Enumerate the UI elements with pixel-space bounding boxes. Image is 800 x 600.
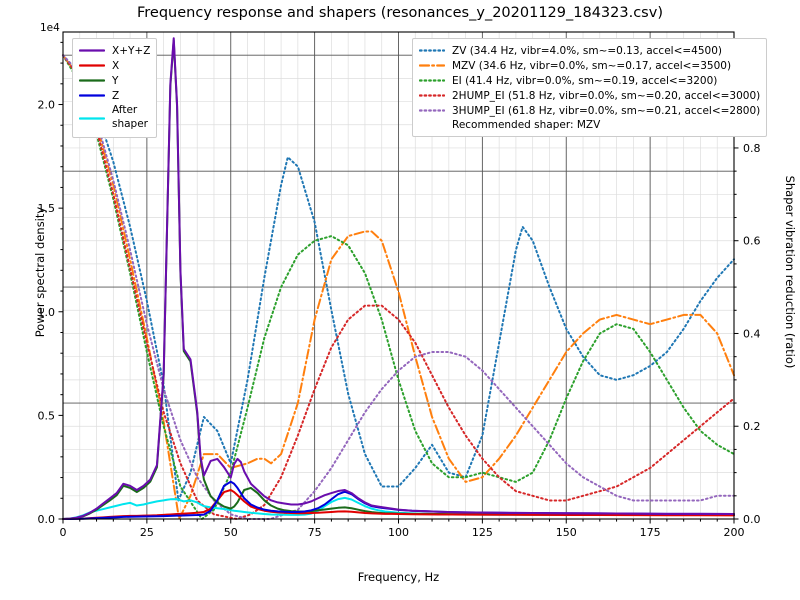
legend-swatch-line-icon bbox=[419, 90, 445, 101]
shaper-curve-ei bbox=[62, 54, 735, 520]
x-axis-label: Frequency, Hz bbox=[357, 570, 440, 584]
legend-item-label: Y bbox=[112, 74, 119, 87]
shaper-curve-3hump_ei bbox=[62, 54, 735, 520]
legend-item-label: 3HUMP_EI (61.8 Hz, vibr=0.0%, sm~=0.21, … bbox=[452, 104, 761, 117]
tick-label-x: 100 bbox=[388, 526, 409, 539]
tick-label-y-right: 0.2 bbox=[743, 420, 761, 433]
legend-swatch-line-icon bbox=[79, 60, 105, 71]
tick-label-x: 175 bbox=[640, 526, 661, 539]
y-axis-exponent-label: 1e4 bbox=[40, 22, 60, 34]
tick-label-y-left: 0.0 bbox=[38, 513, 56, 526]
legend-swatch-line-icon bbox=[79, 90, 105, 101]
legend-item-label: X bbox=[112, 59, 120, 72]
tick-label-y-right: 0.0 bbox=[743, 513, 761, 526]
legend-item-label: 2HUMP_EI (51.8 Hz, vibr=0.0%, sm~=0.20, … bbox=[452, 89, 761, 102]
legend-swatch-line-icon bbox=[79, 113, 105, 124]
tick-label-y-right: 0.8 bbox=[743, 142, 761, 155]
tick-label-y-right: 0.4 bbox=[743, 327, 761, 340]
y-axis-left-label: Power spectral density bbox=[33, 206, 47, 338]
recommended-shaper-note: Recommended shaper: MZV bbox=[452, 119, 601, 131]
legend-item-label: After shaper bbox=[112, 104, 149, 130]
y-axis-right-label: Shaper vibration reduction (ratio) bbox=[783, 175, 797, 369]
legend-psd: X+Y+Z X Y Z After shaper bbox=[72, 38, 158, 138]
legend-swatch-line-icon bbox=[419, 105, 445, 116]
shaper-curve-zv bbox=[62, 54, 735, 502]
legend-item-3hump_ei: 3HUMP_EI (61.8 Hz, vibr=0.0%, sm~=0.21, … bbox=[419, 103, 760, 118]
psd-curve-x-y-z bbox=[62, 37, 735, 520]
legend-item-label: X+Y+Z bbox=[112, 44, 151, 57]
legend-item-mzv: MZV (34.6 Hz, vibr=0.0%, sm~=0.17, accel… bbox=[419, 58, 760, 73]
tick-label-x: 125 bbox=[472, 526, 493, 539]
legend-item-x: X bbox=[79, 58, 150, 73]
tick-label-x: 75 bbox=[308, 526, 322, 539]
legend-item-z: Z bbox=[79, 88, 150, 103]
tick-label-y-left: 0.5 bbox=[38, 409, 56, 422]
legend-item-x-y-z: X+Y+Z bbox=[79, 43, 150, 58]
tick-label-x: 50 bbox=[224, 526, 238, 539]
axis-ticks: 0 25 50 75 100 125 150 175 2000.00.51.01.52.00.0… bbox=[38, 41, 761, 539]
tick-label-y-left: 1.5 bbox=[38, 202, 56, 215]
legend-swatch-line-icon bbox=[79, 45, 105, 56]
legend-item-y: Y bbox=[79, 73, 150, 88]
legend-swatch-line-icon bbox=[419, 75, 445, 86]
legend-item-label: ZV (34.4 Hz, vibr=4.0%, sm~=0.13, accel<… bbox=[452, 44, 722, 57]
legend-item-2hump_ei: 2HUMP_EI (51.8 Hz, vibr=0.0%, sm~=0.20, … bbox=[419, 88, 760, 103]
legend-swatch-line-icon bbox=[419, 60, 445, 71]
legend-shapers: ZV (34.4 Hz, vibr=4.0%, sm~=0.13, accel<… bbox=[412, 38, 768, 137]
legend-swatch-line-icon bbox=[79, 75, 105, 86]
tick-label-x: 150 bbox=[556, 526, 577, 539]
legend-swatch-line-icon bbox=[419, 45, 445, 56]
tick-label-y-left: 2.0 bbox=[38, 99, 56, 112]
legend-item-zv: ZV (34.4 Hz, vibr=4.0%, sm~=0.13, accel<… bbox=[419, 43, 760, 58]
legend-item-after-shaper: After shaper bbox=[79, 103, 150, 133]
shaper-curve-2hump_ei bbox=[62, 54, 735, 520]
tick-label-x: 0 bbox=[60, 526, 67, 539]
legend-item-label: Z bbox=[112, 89, 120, 102]
legend-item-label: MZV (34.6 Hz, vibr=0.0%, sm~=0.17, accel… bbox=[452, 59, 732, 72]
page-title: Frequency response and shapers (resonanc… bbox=[137, 5, 663, 21]
shaper-curves bbox=[62, 54, 735, 520]
shaper-curve-mzv bbox=[62, 54, 735, 520]
psd-curves bbox=[62, 37, 735, 520]
tick-label-y-left: 1.0 bbox=[38, 306, 56, 319]
tick-label-x: 200 bbox=[724, 526, 745, 539]
tick-label-x: 25 bbox=[140, 526, 154, 539]
tick-label-y-right: 0.6 bbox=[743, 235, 761, 248]
legend-item-ei: EI (41.4 Hz, vibr=0.0%, sm~=0.19, accel<… bbox=[419, 73, 760, 88]
legend-item-label: EI (41.4 Hz, vibr=0.0%, sm~=0.19, accel<… bbox=[452, 74, 718, 87]
